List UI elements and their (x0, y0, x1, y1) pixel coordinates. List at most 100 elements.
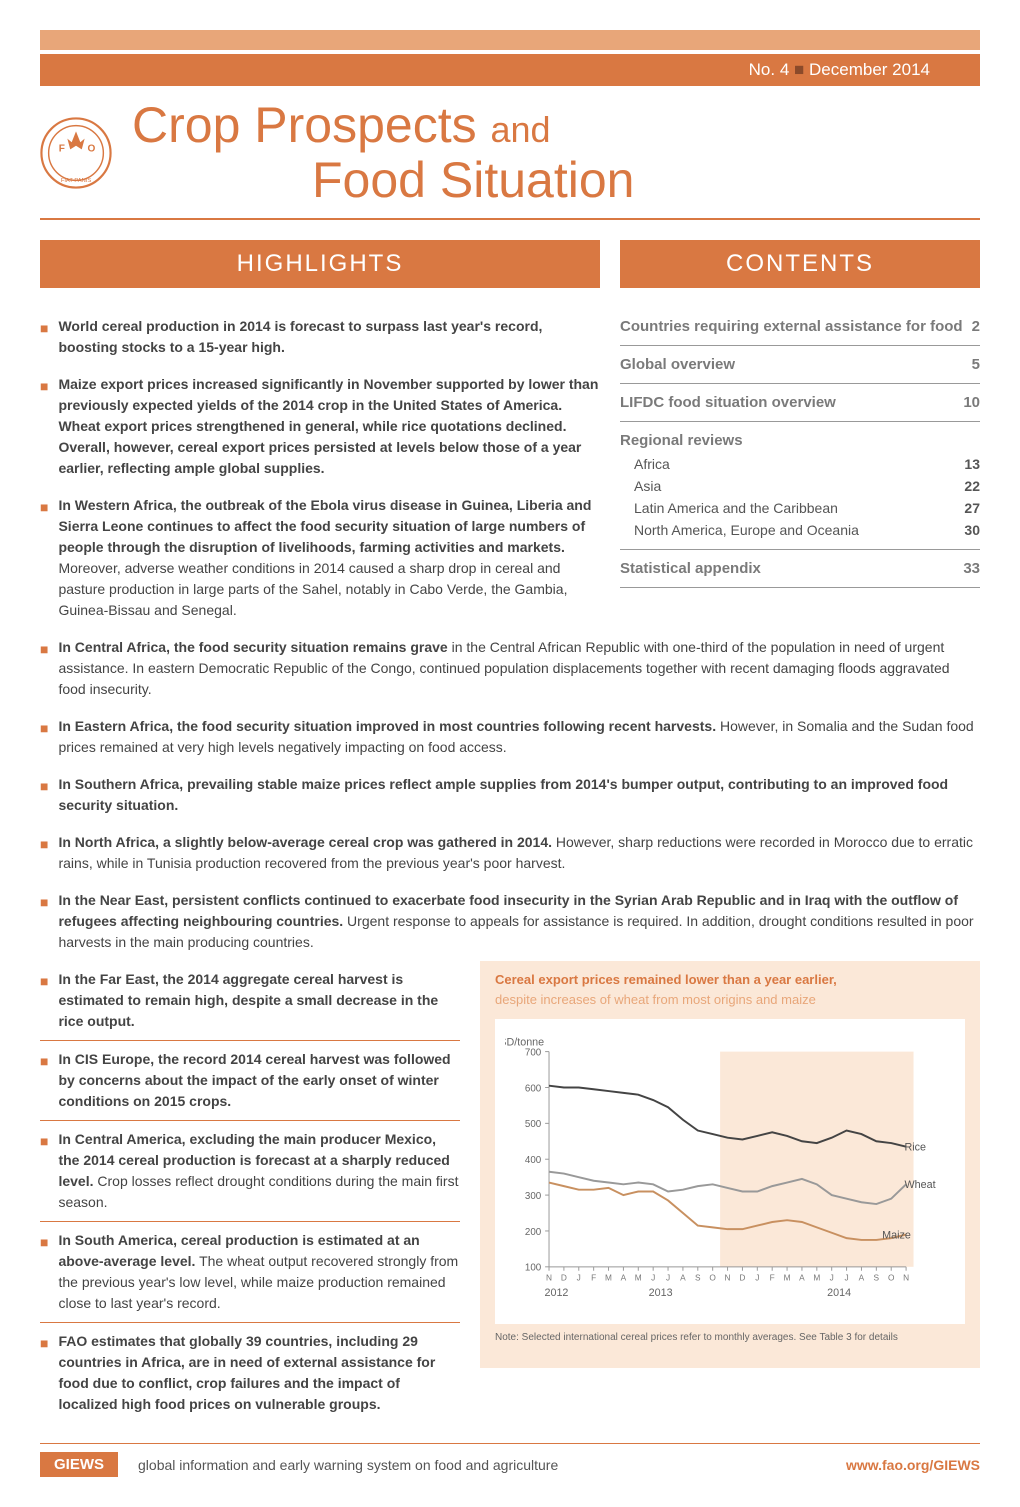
page: No. 4 ■ December 2014 F A O FIAT PANIS C… (0, 30, 1020, 1477)
svg-text:A: A (73, 138, 81, 149)
svg-text:M: M (635, 1273, 642, 1283)
svg-text:100: 100 (525, 1263, 542, 1274)
contents-sub-item[interactable]: Latin America and the Caribbean 27 (620, 497, 980, 519)
contents-page: 10 (963, 394, 980, 411)
highlight-item: ■In CIS Europe, the record 2014 cereal h… (40, 1041, 460, 1121)
svg-text:N: N (903, 1273, 909, 1283)
highlight-item: ■World cereal production in 2014 is fore… (40, 308, 600, 366)
bullet-icon: ■ (40, 318, 48, 358)
svg-text:300: 300 (525, 1191, 542, 1202)
svg-text:S: S (874, 1273, 880, 1283)
chart-panel: Cereal export prices remained lower than… (480, 961, 980, 1423)
contents-regional-group: Regional reviewsAfrica13Asia22Latin Amer… (620, 422, 980, 550)
highlight-text: In South America, cereal production is e… (58, 1230, 460, 1314)
highlight-text: FAO estimates that globally 39 countries… (58, 1331, 460, 1415)
svg-text:J: J (844, 1273, 848, 1283)
highlights-fullwidth: ■In Central Africa, the food security si… (40, 629, 980, 961)
svg-text:M: M (784, 1273, 791, 1283)
highlight-item: ■In North Africa, a slightly below-avera… (40, 824, 980, 882)
title-line-1: Crop Prospects and (132, 98, 980, 153)
svg-text:O: O (888, 1273, 895, 1283)
svg-text:A: A (680, 1273, 686, 1283)
svg-text:200: 200 (525, 1227, 542, 1238)
title-line-2: Food Situation (132, 153, 980, 208)
svg-text:F: F (59, 144, 65, 155)
footer-link[interactable]: www.fao.org/GIEWS (846, 1457, 980, 1473)
svg-text:F: F (770, 1273, 775, 1283)
svg-text:400: 400 (525, 1156, 542, 1167)
chart-subtitle: despite increases of wheat from most ori… (495, 991, 965, 1009)
contents-item[interactable]: LIFDC food situation overview 10 (620, 384, 980, 422)
contents-item[interactable]: Countries requiring external assistance … (620, 308, 980, 346)
contents-sub-item[interactable]: Africa13 (620, 453, 980, 475)
contents-regional-header: Regional reviews (620, 422, 980, 453)
contents-column: Countries requiring external assistance … (620, 308, 980, 629)
contents-page: 5 (972, 356, 980, 373)
svg-text:J: J (651, 1273, 655, 1283)
contents-page: 27 (964, 500, 980, 516)
svg-text:M: M (605, 1273, 612, 1283)
bullet-icon: ■ (40, 376, 48, 479)
contents-label: Statistical appendix (620, 560, 761, 577)
highlight-item: ■Maize export prices increased significa… (40, 366, 600, 487)
bullet-icon: ■ (40, 776, 48, 816)
highlight-text: In Central Africa, the food security sit… (58, 637, 980, 700)
svg-text:700: 700 (525, 1048, 542, 1059)
svg-text:A: A (859, 1273, 865, 1283)
svg-text:Rice: Rice (905, 1142, 927, 1154)
contents-sub-item[interactable]: North America, Europe and Oceania30 (620, 519, 980, 541)
fao-logo-icon: F A O FIAT PANIS (40, 117, 112, 189)
contents-label: LIFDC food situation overview (620, 394, 836, 411)
highlight-item: ■In Western Africa, the outbreak of the … (40, 487, 600, 629)
contents-label: Asia (634, 478, 661, 494)
issue-date: December 2014 (809, 60, 930, 79)
svg-text:O: O (709, 1273, 716, 1283)
highlight-item: ■In Eastern Africa, the food security si… (40, 708, 980, 766)
bullet-icon: ■ (40, 892, 48, 953)
title-text: Crop Prospects and Food Situation (132, 98, 980, 208)
main-two-col: ■World cereal production in 2014 is fore… (40, 308, 980, 629)
title-divider (40, 218, 980, 220)
contents-label: North America, Europe and Oceania (634, 522, 859, 538)
price-chart: USD/tonne100200300400500600700NDJFMAMJJA… (505, 1029, 955, 1309)
svg-text:FIAT PANIS: FIAT PANIS (61, 178, 92, 184)
highlight-text: In Southern Africa, prevailing stable ma… (58, 774, 980, 816)
contents-label: Global overview (620, 356, 735, 373)
title-section: F A O FIAT PANIS Crop Prospects and Food… (0, 86, 1020, 218)
highlight-item: ■In the Far East, the 2014 aggregate cer… (40, 961, 460, 1041)
chart-title: Cereal export prices remained lower than… (495, 971, 965, 989)
highlight-text: In Eastern Africa, the food security sit… (58, 716, 980, 758)
contents-page: 13 (964, 456, 980, 472)
highlight-item: ■In Central America, excluding the main … (40, 1121, 460, 1222)
contents-sub-item[interactable]: Asia22 (620, 475, 980, 497)
highlight-text: In Western Africa, the outbreak of the E… (58, 495, 600, 621)
bullet-icon: ■ (40, 639, 48, 700)
highlight-text: Maize export prices increased significan… (58, 374, 600, 479)
bullet-icon: ■ (40, 718, 48, 758)
svg-text:Wheat: Wheat (905, 1180, 936, 1192)
bullet-icon: ■ (40, 1333, 48, 1415)
top-accent-bar (40, 30, 980, 50)
contents-item[interactable]: Global overview 5 (620, 346, 980, 384)
bullet-icon: ■ (40, 1232, 48, 1314)
svg-text:500: 500 (525, 1120, 542, 1131)
square-separator-icon: ■ (794, 60, 804, 79)
chart-plot-area: USD/tonne100200300400500600700NDJFMAMJJA… (495, 1019, 965, 1324)
svg-text:J: J (666, 1273, 670, 1283)
svg-text:J: J (830, 1273, 834, 1283)
highlight-text: In North Africa, a slightly below-averag… (58, 832, 980, 874)
contents-label: Countries requiring external assistance … (620, 318, 963, 335)
chart-box: Cereal export prices remained lower than… (480, 961, 980, 1368)
contents-item[interactable]: Statistical appendix 33 (620, 550, 980, 588)
highlight-item: ■In South America, cereal production is … (40, 1222, 460, 1323)
footer: GIEWS global information and early warni… (40, 1443, 980, 1477)
contents-page: 33 (963, 560, 980, 577)
bullet-icon: ■ (40, 834, 48, 874)
highlights-lower-left: ■In the Far East, the 2014 aggregate cer… (40, 961, 460, 1423)
contents-label: Latin America and the Caribbean (634, 500, 838, 516)
title-and: and (491, 109, 551, 150)
svg-text:N: N (725, 1273, 731, 1283)
footer-text: global information and early warning sys… (118, 1457, 846, 1473)
svg-text:D: D (561, 1273, 567, 1283)
svg-text:600: 600 (525, 1084, 542, 1095)
